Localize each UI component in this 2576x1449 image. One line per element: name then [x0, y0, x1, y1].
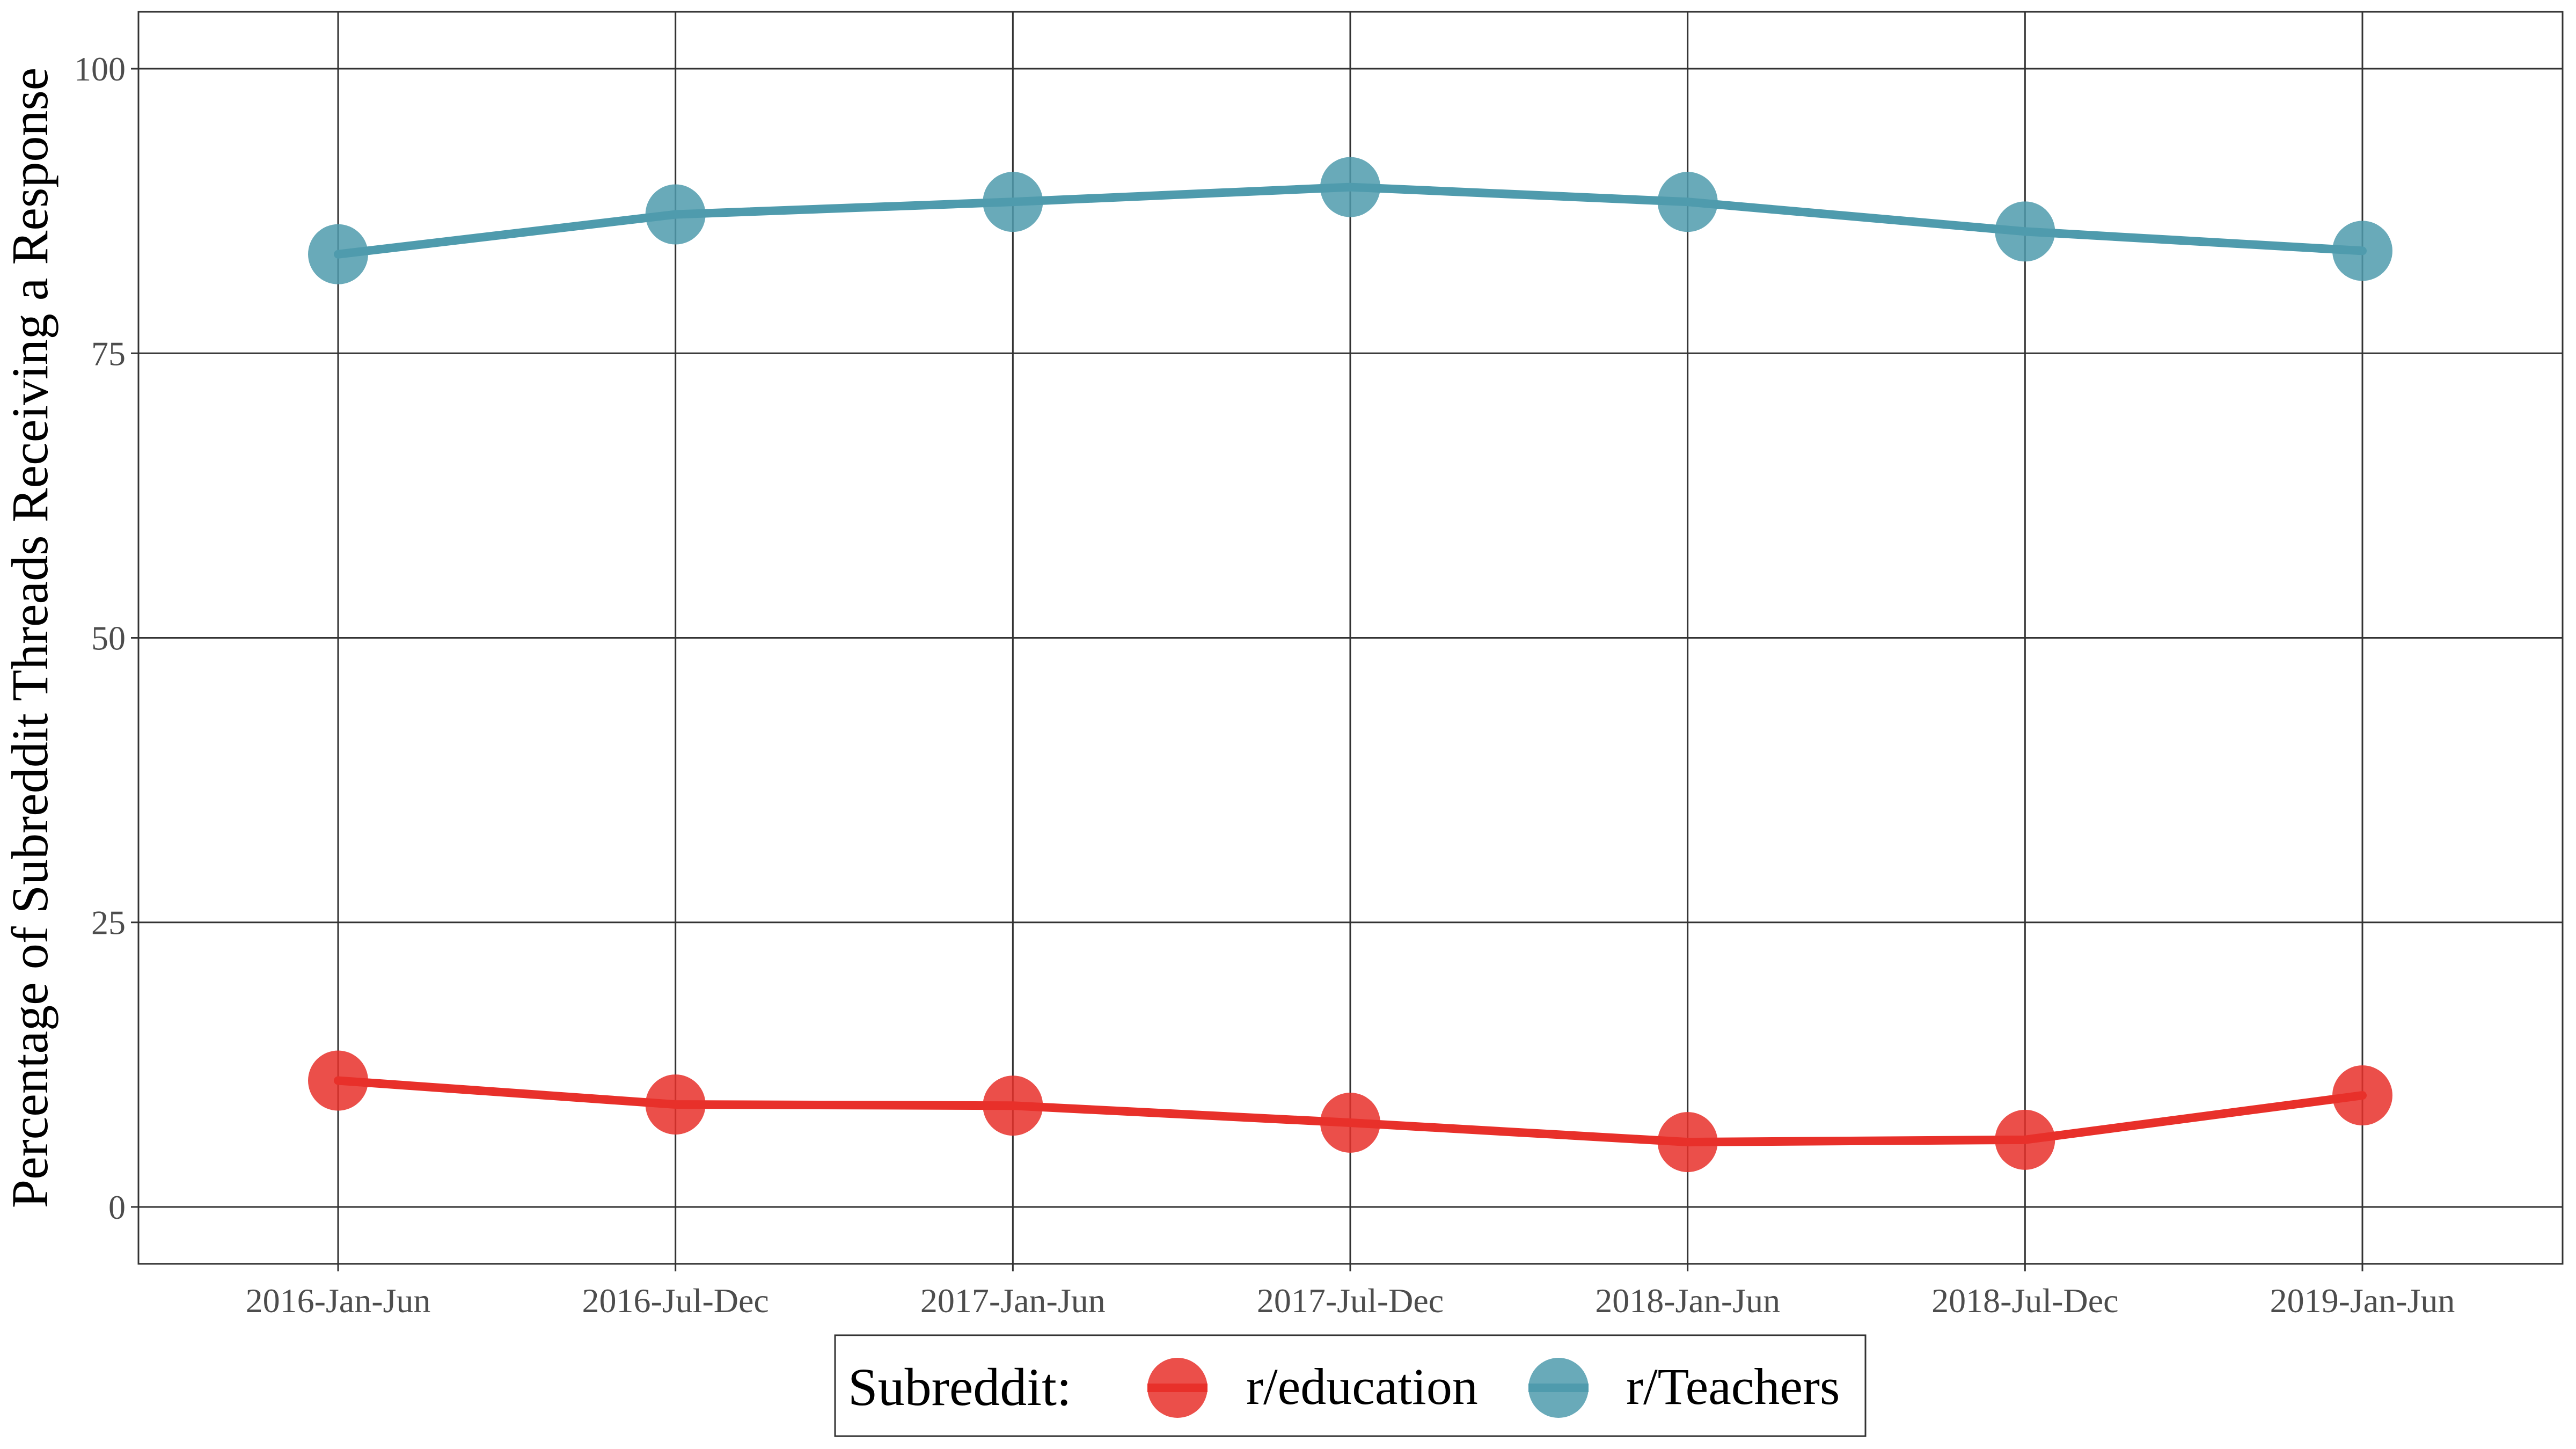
data-point — [2332, 221, 2392, 281]
y-tick-label: 25 — [91, 904, 126, 942]
y-axis-title: Percentage of Subreddit Threads Receivin… — [1, 68, 58, 1209]
legend-box — [834, 1334, 1867, 1437]
data-point — [1320, 157, 1380, 217]
data-point — [983, 1075, 1043, 1136]
data-point — [308, 224, 368, 284]
data-point — [2332, 1065, 2392, 1126]
legend-label: r/education — [1246, 1358, 1478, 1415]
x-tick-label: 2019-Jan-Jun — [2270, 1282, 2455, 1320]
data-point — [1995, 201, 2055, 262]
data-point — [1657, 172, 1718, 232]
y-tick-label: 0 — [108, 1188, 126, 1226]
data-point — [645, 1074, 706, 1135]
series-1 — [308, 1050, 2392, 1173]
data-point — [1995, 1109, 2055, 1170]
x-tick-label: 2016-Jan-Jun — [246, 1282, 431, 1320]
legend: Subreddit: r/education r/Teachers — [834, 1334, 1867, 1437]
x-tick-label: 2018-Jan-Jun — [1595, 1282, 1780, 1320]
x-tick-label: 2016-Jul-Dec — [582, 1282, 769, 1320]
legend-items: r/education r/Teachers — [1147, 1358, 1840, 1418]
y-tick-label: 50 — [91, 619, 126, 657]
x-axis-ticks: 2016-Jan-Jun 2016-Jul-Dec 2017-Jan-Jun 2017… — [246, 1264, 2455, 1320]
x-tick-label: 2017-Jan-Jun — [920, 1282, 1106, 1320]
data-point — [308, 1050, 368, 1111]
legend-title: Subreddit: — [848, 1357, 1072, 1417]
data-point — [983, 172, 1043, 232]
legend-label: r/Teachers — [1626, 1358, 1840, 1415]
data-point — [645, 184, 706, 245]
x-tick-label: 2017-Jul-Dec — [1257, 1282, 1444, 1320]
y-tick-label: 75 — [91, 334, 126, 372]
x-tick-label: 2018-Jul-Dec — [1931, 1282, 2118, 1320]
series-group — [308, 157, 2392, 1173]
y-tick-label: 100 — [74, 50, 126, 88]
data-point — [1320, 1093, 1380, 1153]
y-axis-ticks: 0 25 50 75 100 — [74, 50, 138, 1226]
series-2 — [308, 157, 2392, 284]
data-point — [1657, 1112, 1718, 1173]
